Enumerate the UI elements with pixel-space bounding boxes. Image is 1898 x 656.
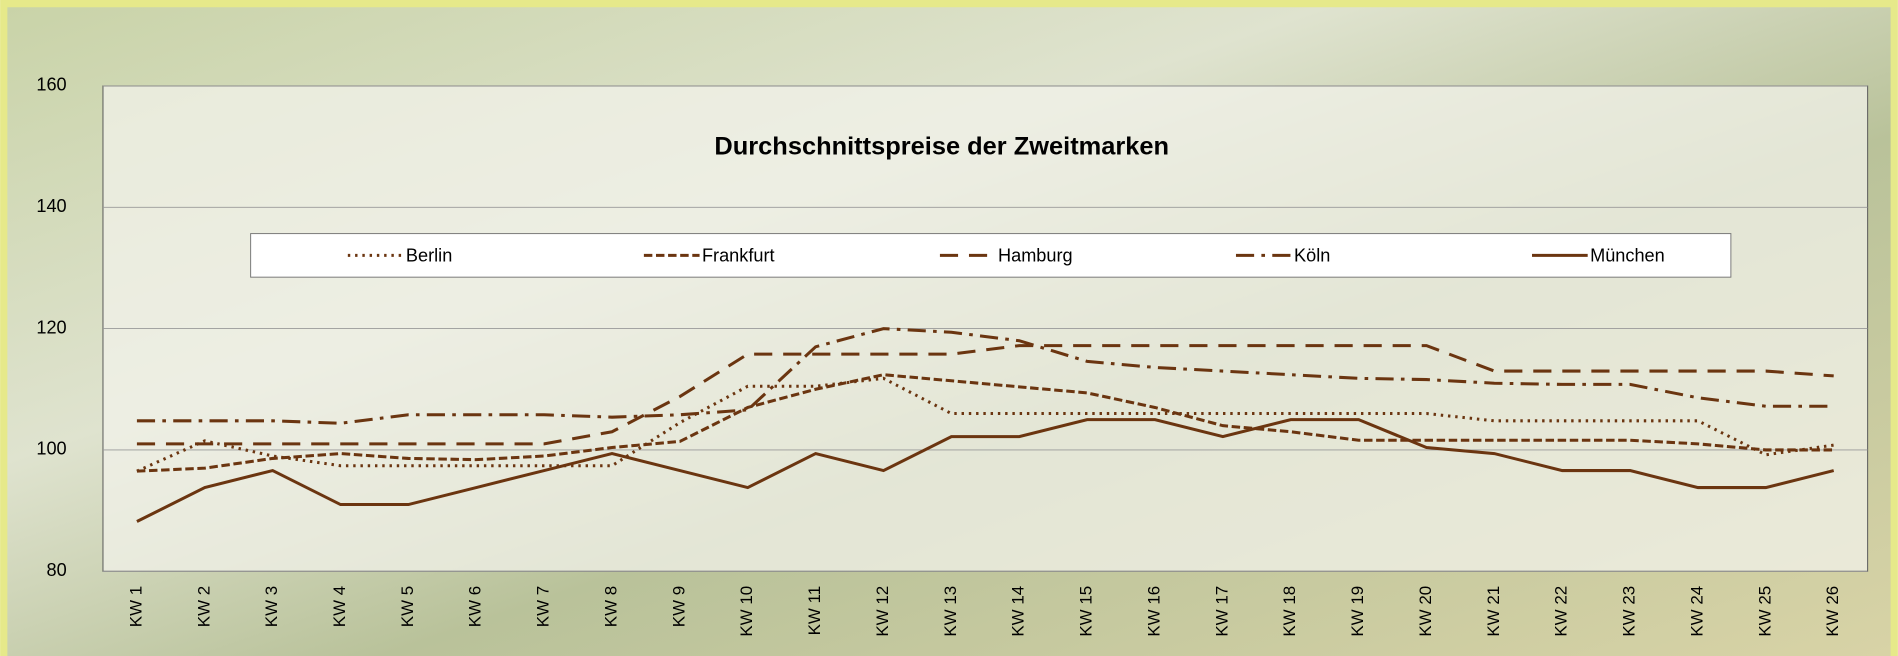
x-tick-label: KW 19 [1348, 586, 1367, 637]
x-tick-label: KW 23 [1620, 586, 1639, 637]
x-tick-label: KW 14 [1009, 586, 1028, 637]
x-tick-label: KW 10 [737, 586, 756, 637]
x-tick-label: KW 20 [1416, 586, 1435, 637]
x-tick-label: KW 8 [601, 586, 620, 627]
x-tick-label: KW 13 [941, 586, 960, 637]
series-line [136, 327, 1834, 425]
x-tick-label: KW 5 [398, 586, 417, 627]
x-tick-label: KW 21 [1484, 586, 1503, 637]
series-line [136, 373, 1834, 473]
legend [250, 233, 1732, 278]
x-tick-label: KW 6 [466, 586, 485, 627]
y-tick-label: 120 [36, 317, 66, 337]
series-line [136, 344, 1834, 446]
legend-label: Hamburg [998, 245, 1073, 265]
series-line [136, 376, 1834, 473]
x-tick-label: KW 2 [194, 586, 213, 627]
y-tick-label: 80 [46, 560, 66, 580]
x-tick-label: KW 26 [1823, 586, 1842, 637]
y-tick-label: 140 [36, 196, 66, 216]
x-tick-label: KW 4 [330, 586, 349, 627]
series-line [136, 418, 1835, 523]
x-tick-label: KW 12 [873, 586, 892, 637]
x-tick-label: KW 9 [669, 586, 688, 627]
x-tick-label: KW 16 [1144, 586, 1163, 637]
x-tick-label: KW 24 [1687, 586, 1706, 637]
x-tick-label: KW 22 [1552, 586, 1571, 637]
x-tick-label: KW 11 [805, 586, 824, 636]
y-tick-label: 100 [36, 439, 66, 459]
x-tick-label: KW 15 [1077, 586, 1096, 637]
chart-title: Durchschnittspreise der Zweitmarken [714, 132, 1169, 160]
legend-label: Frankfurt [702, 245, 775, 265]
x-tick-label: KW 25 [1755, 586, 1774, 637]
x-tick-label: KW 18 [1280, 586, 1299, 637]
x-tick-label: KW 3 [262, 586, 281, 627]
x-tick-label: KW 1 [126, 586, 145, 627]
legend-label: Berlin [406, 245, 452, 265]
y-tick-label: 160 [36, 75, 66, 95]
legend-label: München [1590, 245, 1665, 265]
legend-label: Köln [1294, 245, 1330, 265]
x-tick-label: KW 7 [534, 586, 553, 627]
x-tick-label: KW 17 [1212, 586, 1231, 637]
